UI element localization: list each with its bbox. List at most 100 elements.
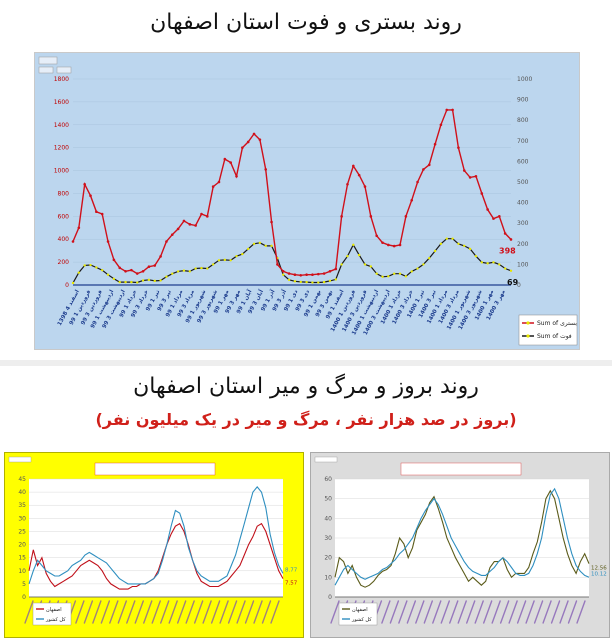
- data-point: [276, 263, 279, 266]
- y-tick-label: 0: [328, 594, 332, 601]
- filter-button: [8, 456, 32, 463]
- top-chart-title: روند بستری و فوت استان اصفهان: [150, 10, 462, 35]
- data-point: [498, 263, 501, 266]
- data-point: [352, 243, 355, 247]
- data-point: [398, 272, 402, 275]
- data-point: [474, 174, 478, 178]
- y2-tick-label: 900: [517, 97, 529, 104]
- y2-tick-label: 500: [517, 179, 529, 186]
- data-point: [194, 267, 197, 270]
- data-point: [264, 168, 268, 171]
- data-point: [498, 215, 501, 218]
- data-point: [433, 142, 437, 146]
- data-point: [468, 176, 472, 179]
- series-line: [334, 489, 590, 588]
- data-point: [287, 272, 291, 275]
- data-point: [509, 238, 513, 241]
- x-tick-label-stub: [253, 600, 263, 624]
- data-point: [106, 273, 110, 276]
- mini-title-box: [400, 462, 522, 476]
- y-tick-label: 600: [58, 213, 70, 220]
- x-tick-label-stub: [83, 600, 94, 624]
- data-point: [153, 279, 156, 283]
- legend-label: اصفهان: [352, 607, 368, 613]
- data-point: [393, 272, 396, 275]
- filter-button: [314, 456, 338, 463]
- plot-area: [73, 79, 511, 285]
- legend-label-death: Sum of فوت: [537, 333, 572, 340]
- data-point: [124, 280, 127, 284]
- x-tick-label-stub: [491, 600, 501, 624]
- data-point: [165, 275, 168, 278]
- filter-button: [38, 56, 58, 65]
- data-point: [299, 280, 302, 284]
- data-point: [451, 237, 454, 240]
- x-tick-label-stub: [440, 600, 450, 624]
- top-chart-svg: 0 200 400 600 800 1000 1200 1400 1600 1800 0 100 200…: [38, 56, 578, 346]
- end-value-label: 8.77: [285, 567, 298, 573]
- data-point: [439, 123, 443, 127]
- data-point: [223, 157, 227, 161]
- data-point: [334, 278, 337, 281]
- data-point: [147, 278, 151, 282]
- data-point: [427, 163, 431, 167]
- x-tick-label-stub: [109, 600, 119, 624]
- y-tick-label: 0: [22, 594, 26, 601]
- x-tick-label-stub: [542, 600, 552, 624]
- death-end-label: 69: [507, 278, 519, 287]
- legend-label: کل کشور: [351, 617, 372, 623]
- y-tick-label: 30: [324, 535, 332, 542]
- data-point: [106, 240, 110, 243]
- x-tick-label-stub: [160, 600, 170, 624]
- data-point: [305, 280, 308, 284]
- data-point: [311, 273, 314, 276]
- data-point: [381, 241, 384, 244]
- y-tick-label: 40: [18, 489, 26, 496]
- data-point: [211, 185, 215, 188]
- data-point: [375, 272, 378, 275]
- y-tick-label: 1200: [54, 145, 69, 152]
- y-tick-label: 400: [58, 236, 70, 243]
- data-point: [200, 266, 203, 270]
- data-point: [112, 277, 116, 281]
- data-point: [217, 259, 221, 262]
- x-tick-label-stub: [508, 600, 518, 624]
- y2-tick-label: 1000: [517, 76, 532, 83]
- x-tick-label-stub: [576, 600, 586, 624]
- data-point: [287, 278, 291, 282]
- legend-label: کل کشور: [45, 617, 66, 623]
- data-point: [381, 275, 384, 278]
- x-tick-label-stub: [227, 600, 238, 624]
- data-point: [235, 174, 238, 178]
- data-point: [299, 273, 303, 277]
- y2-tick-label: 400: [517, 200, 529, 207]
- data-point: [176, 227, 180, 231]
- y-tick-label: 200: [58, 259, 70, 266]
- x-tick-label-stub: [482, 600, 493, 624]
- y-tick-label: 10: [324, 574, 332, 581]
- data-point: [258, 138, 262, 141]
- data-point: [112, 258, 116, 262]
- y-tick-label: 45: [18, 476, 26, 483]
- data-point: [369, 265, 373, 268]
- data-point: [188, 223, 192, 226]
- data-point: [311, 281, 314, 284]
- x-tick-label-stub: [202, 600, 212, 624]
- series-line-death: [72, 238, 512, 284]
- data-point: [346, 254, 349, 258]
- incidence-chart-panel: 0 5 10 15 20 25 30 35 40 45 7.57 8.77 اصفهان کل کشور: [4, 452, 304, 638]
- data-point: [170, 233, 174, 236]
- data-point: [474, 254, 478, 258]
- data-point: [130, 268, 133, 272]
- data-point: [316, 272, 320, 276]
- y-tick-label: 35: [18, 502, 26, 509]
- data-point: [340, 263, 343, 266]
- x-tick-label-stub: [499, 600, 510, 624]
- data-point: [340, 215, 343, 218]
- data-point: [83, 182, 86, 186]
- data-point: [159, 255, 162, 258]
- data-point: [322, 280, 326, 284]
- data-point: [241, 252, 244, 256]
- data-point: [252, 242, 256, 245]
- data-point: [416, 180, 419, 184]
